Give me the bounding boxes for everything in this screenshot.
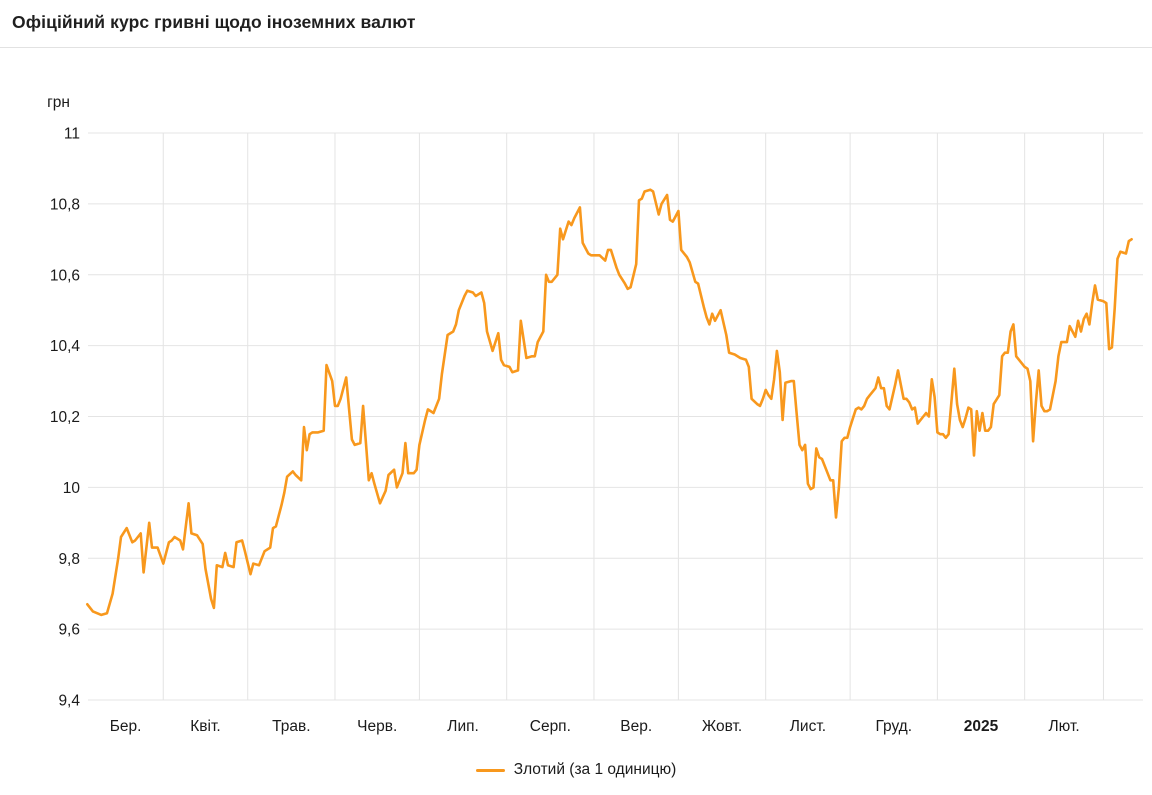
legend-item-zloty[interactable]: Злотий (за 1 одиницю) [475, 761, 677, 779]
month-label-Лют: Лют. [1048, 718, 1079, 735]
y-tick-label: 10,4 [50, 338, 81, 355]
y-tick-label: 10,2 [50, 409, 80, 426]
y-tick-label: 9,8 [58, 551, 80, 568]
y-axis-unit-label: грн [47, 94, 70, 111]
x-gridlines [162, 133, 1104, 700]
y-tick-labels: 11 10,8 10,6 10,4 10,2 10 9,8 9,6 9,4 [50, 126, 81, 710]
title-bar: Офіційний курс гривні щодо іноземних вал… [0, 0, 1152, 48]
month-label-Бер: Бер. [110, 718, 142, 735]
y-tick-label: 10,8 [50, 196, 80, 213]
month-label-Лип: Лип. [447, 718, 479, 735]
y-tick-label: 10,6 [50, 267, 80, 284]
y-tick-label: 10 [63, 480, 81, 497]
month-label-Черв: Черв. [357, 718, 397, 735]
month-label-Жовт: Жовт. [702, 718, 742, 735]
legend-line-swatch [475, 768, 505, 772]
month-label-Вер: Вер. [620, 718, 652, 735]
y-tick-label: 9,6 [58, 622, 80, 639]
y-tick-label: 9,4 [58, 693, 80, 710]
month-label-Лист: Лист. [790, 718, 826, 735]
x-axis-labels: Бер. Квіт. Трав. Черв. Лип. Серп. Вер. Жовт. Лис… [110, 718, 1080, 735]
chart-legend: Злотий (за 1 одиницю) [0, 761, 1152, 779]
y-gridlines [88, 132, 1143, 701]
month-label-Груд: Груд. [875, 718, 912, 735]
month-label-Трав: Трав. [272, 718, 310, 735]
legend-label: Злотий (за 1 одиницю) [513, 761, 677, 778]
month-label-Серп: Серп. [530, 718, 571, 735]
month-label-2025: 2025 [964, 718, 999, 735]
series-line-zloty[interactable] [86, 188, 1133, 617]
month-label-Квіт: Квіт. [190, 718, 220, 735]
y-tick-label: 11 [64, 126, 80, 143]
chart-title: Офіційний курс гривні щодо іноземних вал… [12, 12, 416, 32]
